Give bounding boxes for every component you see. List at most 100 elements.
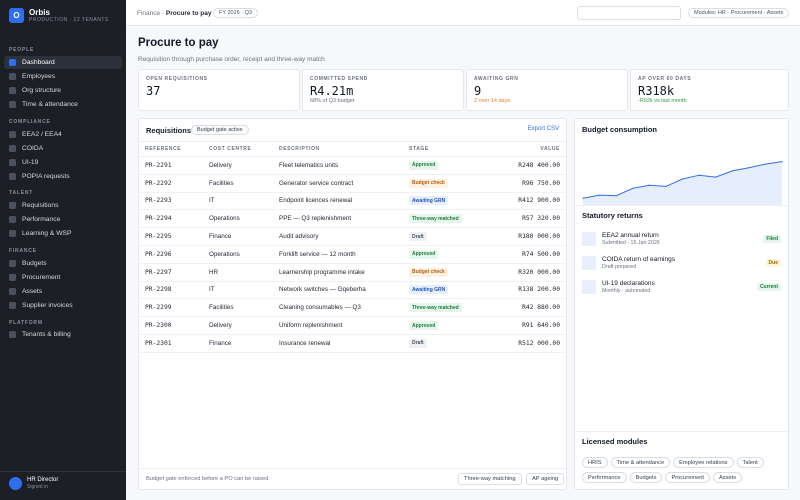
- module-chip[interactable]: Procurement: [665, 472, 710, 483]
- stage-cell: Draft: [403, 334, 483, 353]
- module-chip[interactable]: Talent: [736, 457, 764, 468]
- kpi-label: COMMITTED SPEND: [310, 76, 368, 82]
- table-row[interactable]: PR-2293 IT Endpoint licences renewal Awaiti…: [139, 192, 566, 211]
- description-cell: Insurance renewal: [273, 334, 403, 353]
- description-cell: Learnership programme intake: [273, 263, 403, 282]
- stage-cell: Awaiting GRN: [403, 281, 483, 300]
- export-csv-link[interactable]: Export CSV: [527, 126, 559, 132]
- module-chip[interactable]: Performance: [582, 472, 627, 483]
- brand[interactable]: O Orbis PRODUCTION · 12 TENANTS: [0, 0, 126, 30]
- breadcrumb: Finance · Procure to pay: [137, 10, 211, 17]
- sidebar-item-employees[interactable]: Employees: [4, 70, 122, 83]
- requisitions-card: Requisitions Budget gate active Export C…: [138, 118, 567, 490]
- module-chip[interactable]: Time & attendance: [610, 457, 671, 468]
- return-title: EEA2 annual return: [602, 232, 659, 239]
- budget-point: [598, 194, 601, 196]
- table-row[interactable]: PR-2299 Facilities Cleaning consumables — …: [139, 298, 566, 318]
- description-cell: Endpoint licences renewal: [273, 192, 403, 211]
- column-header[interactable]: REFERENCE: [139, 141, 203, 157]
- table-header-row: REFERENCE COST CENTRE DESCRIPTION STAGE …: [139, 141, 566, 157]
- table-row[interactable]: PR-2294 Operations PPE — Q3 replenishment T…: [139, 209, 566, 229]
- value-cell: R74 500.00: [483, 245, 566, 264]
- sidebar-item-procurement[interactable]: Procurement: [4, 271, 122, 284]
- nav-section-compliance: COMPLIANCE: [9, 119, 51, 125]
- table-row[interactable]: PR-2291 Delivery Fleet telematics units App…: [139, 156, 566, 175]
- stage-cell: Approved: [403, 245, 483, 264]
- page-subtitle: Requisition through purchase order, rece…: [138, 56, 325, 63]
- return-item-coida[interactable]: COIDA return of earnings Draft prepared …: [582, 255, 781, 273]
- sidebar-item-label: POPIA requests: [22, 173, 70, 180]
- table-row[interactable]: PR-2292 Facilities Generator service contr…: [139, 174, 566, 193]
- sidebar-item-requisitions[interactable]: Requisitions: [4, 199, 122, 212]
- module-chip[interactable]: Budgets: [629, 472, 663, 483]
- invoice-icon: [9, 302, 16, 309]
- column-header[interactable]: COST CENTRE: [203, 141, 273, 157]
- requisitions-icon: [9, 202, 16, 209]
- module-chip[interactable]: Assets: [713, 472, 743, 483]
- budget-point: [615, 195, 617, 197]
- table-row[interactable]: PR-2298 IT Network switches — Gqeberha Awai…: [139, 281, 566, 300]
- budget-chart-svg: [582, 161, 783, 205]
- stage-badge: Approved: [409, 249, 439, 259]
- org-structure-icon: [9, 87, 16, 94]
- kpi-value: 9: [474, 84, 482, 98]
- sidebar-item-ui19[interactable]: UI-19: [4, 156, 122, 169]
- budget-point: [781, 161, 783, 163]
- stage-badge: Approved: [409, 321, 439, 331]
- sidebar-item-budgets[interactable]: Budgets: [4, 257, 122, 270]
- module-chip[interactable]: HRIS: [582, 457, 608, 468]
- breadcrumb-parent[interactable]: Finance: [137, 10, 161, 17]
- stage-badge: Awaiting GRN: [409, 285, 449, 295]
- column-header[interactable]: VALUE: [483, 141, 566, 157]
- sidebar-item-label: Employees: [22, 73, 56, 80]
- table-row[interactable]: PR-2300 Delivery Uniform replenishment Appr…: [139, 316, 566, 335]
- sidebar-item-learning[interactable]: Learning & WSP: [4, 227, 122, 240]
- return-subtitle: Monthly · automated: [602, 288, 651, 294]
- table-row[interactable]: PR-2295 Finance Audit advisory Draft R180 00…: [139, 227, 566, 246]
- kpi-note: 68% of Q3 budget: [310, 98, 355, 104]
- return-item-ui19[interactable]: UI-19 declarations Monthly · automated C…: [582, 279, 781, 297]
- return-title: COIDA return of earnings: [602, 256, 675, 263]
- search-input[interactable]: [577, 6, 681, 20]
- column-header[interactable]: DESCRIPTION: [273, 141, 403, 157]
- three-way-matching-button[interactable]: Three-way matching: [458, 473, 522, 485]
- user-menu[interactable]: HR Director Signed in: [9, 477, 58, 490]
- column-header[interactable]: STAGE: [403, 141, 483, 157]
- budgets-icon: [9, 260, 16, 267]
- cost-centre-cell: Delivery: [203, 156, 273, 175]
- sidebar-item-supplier-invoices[interactable]: Supplier invoices: [4, 299, 122, 312]
- stage-badge: Draft: [409, 232, 427, 242]
- module-chip[interactable]: Employee relations: [673, 457, 734, 468]
- footer-note: Budget gate enforced before a PO can be …: [146, 476, 269, 482]
- sidebar-item-eea[interactable]: EEA2 / EEA4: [4, 128, 122, 141]
- sidebar-item-dashboard[interactable]: Dashboard: [4, 56, 122, 69]
- assets-icon: [9, 288, 16, 295]
- table-row[interactable]: PR-2301 Finance Insurance renewal Draft R512…: [139, 334, 566, 353]
- ap-ageing-button[interactable]: AP ageing: [526, 473, 565, 485]
- reference-cell: PR-2294: [139, 209, 203, 229]
- sidebar-divider: [0, 471, 126, 472]
- topbar: Finance · Procure to pay FY 2026 · Q3 Mo…: [126, 0, 800, 26]
- table-row[interactable]: PR-2297 HR Learnership programme intake Bud…: [139, 263, 566, 282]
- return-item-eea2[interactable]: EEA2 annual return Submitted · 15 Jan 20…: [582, 231, 781, 249]
- sidebar-item-org-structure[interactable]: Org structure: [4, 84, 122, 97]
- licensed-modules-title: Licensed modules: [582, 437, 648, 446]
- value-cell: R180 000.00: [483, 227, 566, 246]
- sidebar-item-label: UI-19: [22, 159, 39, 166]
- stage-cell: Three-way matched: [403, 209, 483, 229]
- brand-subtitle: PRODUCTION · 12 TENANTS: [29, 16, 109, 23]
- sidebar-item-popia[interactable]: POPIA requests: [4, 170, 122, 183]
- sidebar-item-time-attendance[interactable]: Time & attendance: [4, 98, 122, 111]
- description-cell: Uniform replenishment: [273, 316, 403, 335]
- cost-centre-cell: Delivery: [203, 316, 273, 335]
- sidebar-item-coida[interactable]: COIDA: [4, 142, 122, 155]
- table-row[interactable]: PR-2296 Operations Forklift service — 12 m…: [139, 245, 566, 264]
- budget-point: [665, 185, 667, 187]
- modules-pill[interactable]: Modules: HR · Procurement · Assets: [688, 8, 790, 18]
- sidebar-item-assets[interactable]: Assets: [4, 285, 122, 298]
- reference-cell: PR-2292: [139, 174, 203, 193]
- return-title: UI-19 declarations: [602, 280, 655, 287]
- sidebar-item-performance[interactable]: Performance: [4, 213, 122, 226]
- period-selector[interactable]: FY 2026 · Q3: [213, 8, 258, 18]
- sidebar-item-tenants-billing[interactable]: Tenants & billing: [4, 328, 122, 341]
